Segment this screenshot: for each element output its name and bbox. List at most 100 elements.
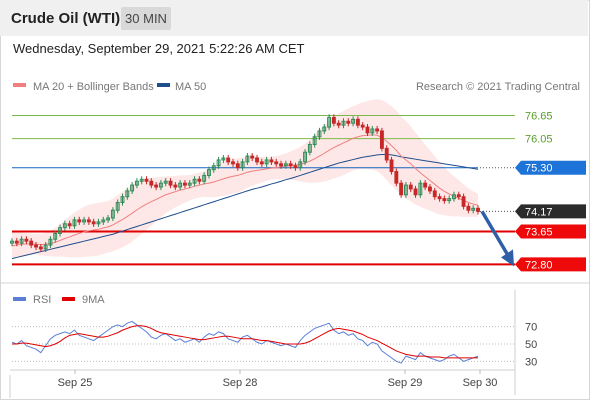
candle-body	[456, 194, 461, 198]
candle-body	[264, 159, 269, 165]
candle-body	[91, 221, 96, 225]
projection-arrow-line	[480, 210, 513, 262]
candle-body	[187, 182, 192, 186]
candle-body	[355, 118, 360, 126]
rsi-tick-label: 70	[525, 322, 537, 334]
candle-body	[307, 143, 312, 153]
candle-body	[48, 238, 53, 246]
candle-body	[43, 244, 48, 250]
candle-body	[245, 155, 250, 163]
candle-body	[10, 240, 14, 244]
candle-body	[447, 198, 452, 202]
support-label-box	[515, 224, 586, 239]
candle-body	[125, 190, 130, 198]
x-tick-label: Sep 28	[223, 377, 258, 389]
candle-body	[384, 147, 389, 161]
candle-body	[250, 155, 255, 159]
candle-body	[394, 171, 399, 184]
candle-body	[274, 161, 279, 165]
candle-body	[423, 182, 428, 188]
candle-body	[240, 161, 245, 169]
candle-body	[303, 151, 307, 163]
ma50-swatch	[157, 83, 170, 87]
chart-header: Crude Oil (WTI) 30 MIN	[0, 0, 588, 36]
rsi-tick-label: 30	[525, 356, 537, 368]
legend-ma50: MA 50	[175, 81, 206, 93]
timeframe-badge[interactable]: 30 MIN	[121, 7, 171, 30]
candle-body	[29, 240, 34, 246]
support-label-box	[515, 257, 586, 272]
timestamp: Wednesday, September 29, 2021 5:22:26 AM…	[13, 41, 305, 56]
candle-body	[442, 198, 447, 202]
candle-body	[149, 180, 154, 186]
candle-body	[341, 120, 346, 126]
instrument-title: Crude Oil (WTI)	[11, 10, 121, 27]
candle-body	[110, 209, 115, 219]
candle-body	[259, 161, 264, 165]
candle-body	[346, 120, 351, 124]
legend-rsi-ma: 9MA	[82, 294, 105, 306]
candle-body	[221, 157, 226, 161]
rsi-line	[11, 320, 479, 364]
candle-body	[82, 219, 87, 223]
candle-body	[139, 178, 144, 182]
candle-body	[317, 130, 322, 138]
candle-body	[130, 184, 135, 192]
candle-body	[432, 190, 437, 198]
x-tick-label: Sep 29	[388, 377, 423, 389]
candle-body	[399, 182, 404, 196]
candle-body	[312, 136, 317, 145]
candle-body	[207, 169, 211, 176]
support-label: 72.80	[525, 259, 553, 271]
candle-body	[461, 196, 466, 207]
candle-body	[327, 116, 332, 128]
candle-body	[19, 238, 24, 244]
rsi-ma-swatch	[62, 297, 75, 301]
candle-body	[58, 227, 62, 234]
candle-body	[403, 184, 408, 196]
candle-body	[183, 182, 187, 186]
candle-body	[38, 246, 43, 250]
candle-body	[255, 157, 259, 163]
candle-body	[202, 174, 207, 182]
candle-body	[14, 240, 19, 244]
candle-body	[283, 163, 288, 167]
projection-arrow-head	[501, 249, 514, 267]
candle-body	[288, 163, 293, 167]
rsi-ma-line	[12, 325, 478, 359]
candle-body	[77, 219, 82, 223]
pivot-label: 75.30	[525, 163, 553, 175]
candle-body	[192, 178, 197, 184]
candle-body	[331, 116, 336, 124]
legend: MA 20 + Bollinger Bands MA 50 Research ©…	[13, 81, 580, 93]
candle-body	[62, 223, 67, 229]
candle-body	[471, 207, 476, 211]
candle-body	[428, 186, 432, 192]
candle-body	[101, 219, 106, 223]
candle-body	[375, 128, 380, 132]
pivot-label-box	[515, 160, 586, 175]
candle-body	[298, 161, 303, 169]
candle-body	[389, 159, 394, 173]
candle-body	[269, 159, 274, 163]
candle-body	[173, 184, 178, 188]
candle-body	[158, 182, 163, 188]
candle-body	[86, 219, 91, 223]
x-tick-label: Sep 25	[58, 377, 93, 389]
candle-body	[452, 194, 456, 200]
credit-label: Research © 2021 Trading Central	[416, 81, 580, 93]
candle-body	[437, 196, 442, 200]
candle-body	[336, 122, 341, 126]
candle-body	[144, 178, 149, 182]
candle-body	[418, 182, 423, 196]
candle-body	[115, 202, 120, 211]
candle-body	[168, 180, 173, 186]
candle-body	[231, 161, 235, 165]
candle-body	[408, 184, 413, 190]
candle-body	[216, 159, 221, 167]
rsi-swatch	[13, 297, 26, 301]
candle-body	[322, 126, 327, 132]
candle-body	[53, 232, 58, 240]
candle-body	[197, 178, 202, 182]
